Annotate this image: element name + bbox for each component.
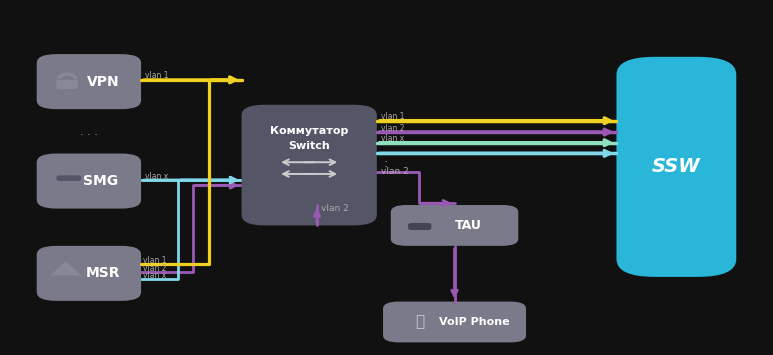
Text: TAU: TAU — [455, 219, 482, 232]
Text: . . .: . . . — [80, 127, 98, 137]
Text: vlan 1: vlan 1 — [145, 71, 169, 80]
FancyBboxPatch shape — [241, 105, 376, 225]
FancyBboxPatch shape — [56, 80, 78, 89]
Text: vlan 1: vlan 1 — [381, 112, 404, 121]
Text: vlan 1: vlan 1 — [144, 256, 167, 266]
Polygon shape — [50, 261, 81, 275]
FancyBboxPatch shape — [36, 246, 141, 301]
FancyBboxPatch shape — [408, 223, 431, 230]
Text: vlan 2: vlan 2 — [144, 263, 167, 273]
FancyBboxPatch shape — [383, 302, 526, 342]
Text: :: : — [383, 157, 387, 170]
Text: vlan 2: vlan 2 — [381, 124, 404, 133]
Text: vlan x: vlan x — [145, 171, 169, 181]
Text: Коммутатор: Коммутатор — [270, 126, 349, 136]
Text: vlan x: vlan x — [381, 134, 404, 143]
FancyBboxPatch shape — [36, 153, 141, 208]
Text: vlan x: vlan x — [144, 271, 167, 280]
FancyBboxPatch shape — [390, 205, 518, 246]
Text: vlan 2: vlan 2 — [321, 204, 349, 213]
Text: vlan 2: vlan 2 — [381, 167, 408, 176]
FancyBboxPatch shape — [616, 57, 736, 277]
Text: SMG: SMG — [83, 174, 118, 188]
Text: SSW: SSW — [652, 157, 701, 176]
Text: VPN: VPN — [87, 75, 119, 89]
Text: 📞: 📞 — [415, 315, 424, 329]
FancyBboxPatch shape — [36, 54, 141, 109]
FancyBboxPatch shape — [56, 175, 81, 181]
Text: MSR: MSR — [86, 266, 120, 280]
Text: VoIP Phone: VoIP Phone — [438, 317, 509, 327]
Text: Switch: Switch — [288, 141, 330, 151]
